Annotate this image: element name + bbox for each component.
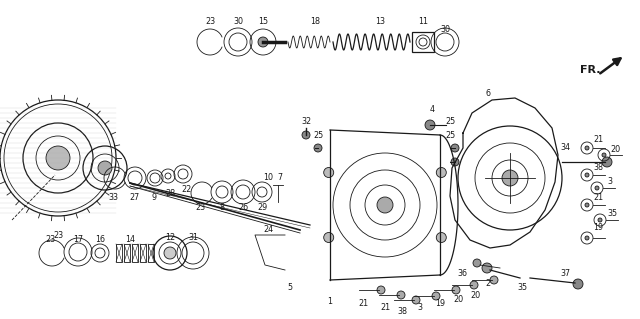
Circle shape: [377, 286, 385, 294]
Text: 35: 35: [517, 283, 527, 292]
Circle shape: [585, 236, 589, 240]
Text: 25: 25: [313, 130, 323, 139]
Circle shape: [502, 170, 518, 186]
Text: 12: 12: [165, 233, 175, 241]
Text: 37: 37: [560, 269, 570, 278]
Circle shape: [473, 259, 481, 267]
Text: 20: 20: [453, 295, 463, 305]
Circle shape: [302, 131, 310, 139]
Text: 36: 36: [457, 269, 467, 278]
Text: 30: 30: [440, 26, 450, 34]
Circle shape: [46, 146, 70, 170]
Text: 23: 23: [45, 235, 55, 244]
Text: 35: 35: [607, 209, 617, 218]
Circle shape: [314, 144, 322, 152]
Text: 30: 30: [233, 18, 243, 26]
Text: 21: 21: [380, 303, 390, 313]
Circle shape: [377, 197, 393, 213]
Text: 10: 10: [263, 174, 273, 182]
Bar: [140, 244, 146, 262]
Circle shape: [490, 276, 498, 284]
Text: 21: 21: [593, 136, 603, 145]
Text: 26: 26: [238, 204, 248, 212]
Circle shape: [432, 292, 440, 300]
Text: 5: 5: [287, 284, 292, 293]
Circle shape: [258, 37, 268, 47]
Text: FR.: FR.: [580, 65, 600, 75]
Text: 32: 32: [301, 117, 311, 127]
Bar: [124, 244, 130, 262]
Circle shape: [573, 279, 583, 289]
Text: 19: 19: [593, 224, 603, 233]
Text: 1: 1: [328, 298, 333, 307]
Text: 4: 4: [429, 106, 435, 115]
Text: 25: 25: [445, 131, 455, 140]
Text: 25: 25: [445, 117, 455, 127]
Text: 23: 23: [53, 231, 63, 240]
Circle shape: [595, 186, 599, 190]
Text: 21: 21: [593, 194, 603, 203]
Text: 27: 27: [129, 192, 139, 202]
Text: 20: 20: [610, 145, 620, 154]
Text: 3: 3: [607, 177, 612, 187]
Text: 34: 34: [560, 144, 570, 152]
Circle shape: [451, 158, 459, 166]
Text: 31: 31: [188, 233, 198, 241]
Text: 14: 14: [125, 235, 135, 244]
Text: 38: 38: [397, 308, 407, 316]
Text: 9: 9: [152, 192, 157, 202]
Text: 20: 20: [470, 291, 480, 300]
Circle shape: [98, 161, 112, 175]
Bar: [148, 244, 154, 262]
Circle shape: [412, 296, 420, 304]
Circle shape: [452, 286, 460, 294]
Text: 28: 28: [165, 189, 175, 198]
Circle shape: [602, 157, 612, 167]
Text: 16: 16: [95, 235, 105, 244]
Circle shape: [598, 218, 602, 222]
Circle shape: [602, 153, 606, 157]
Text: 6: 6: [486, 88, 490, 98]
Bar: [132, 244, 138, 262]
Circle shape: [436, 167, 446, 177]
Text: 38: 38: [593, 164, 603, 173]
Text: 33: 33: [108, 192, 118, 202]
Text: 19: 19: [435, 299, 445, 308]
Text: 22: 22: [181, 186, 191, 195]
Circle shape: [436, 233, 446, 242]
Circle shape: [585, 203, 589, 207]
Text: 15: 15: [258, 18, 268, 26]
Text: 13: 13: [375, 18, 385, 26]
Circle shape: [585, 173, 589, 177]
Text: 21: 21: [358, 299, 368, 308]
Circle shape: [470, 281, 478, 289]
Circle shape: [451, 144, 459, 152]
Text: 2: 2: [485, 278, 491, 287]
Bar: [116, 244, 122, 262]
Text: 23: 23: [195, 204, 205, 212]
Bar: [412, 32, 434, 52]
Text: 17: 17: [73, 235, 83, 244]
Circle shape: [585, 146, 589, 150]
Text: 24: 24: [263, 226, 273, 234]
Text: 8: 8: [220, 204, 225, 212]
Circle shape: [324, 233, 333, 242]
Circle shape: [425, 120, 435, 130]
Circle shape: [482, 263, 492, 273]
Text: 18: 18: [310, 18, 320, 26]
Circle shape: [324, 167, 333, 177]
Text: 3: 3: [417, 303, 422, 313]
Text: 7: 7: [277, 174, 283, 182]
Text: 29: 29: [257, 204, 267, 212]
Text: 11: 11: [418, 18, 428, 26]
Text: 23: 23: [205, 18, 215, 26]
Circle shape: [164, 247, 176, 259]
Circle shape: [397, 291, 405, 299]
